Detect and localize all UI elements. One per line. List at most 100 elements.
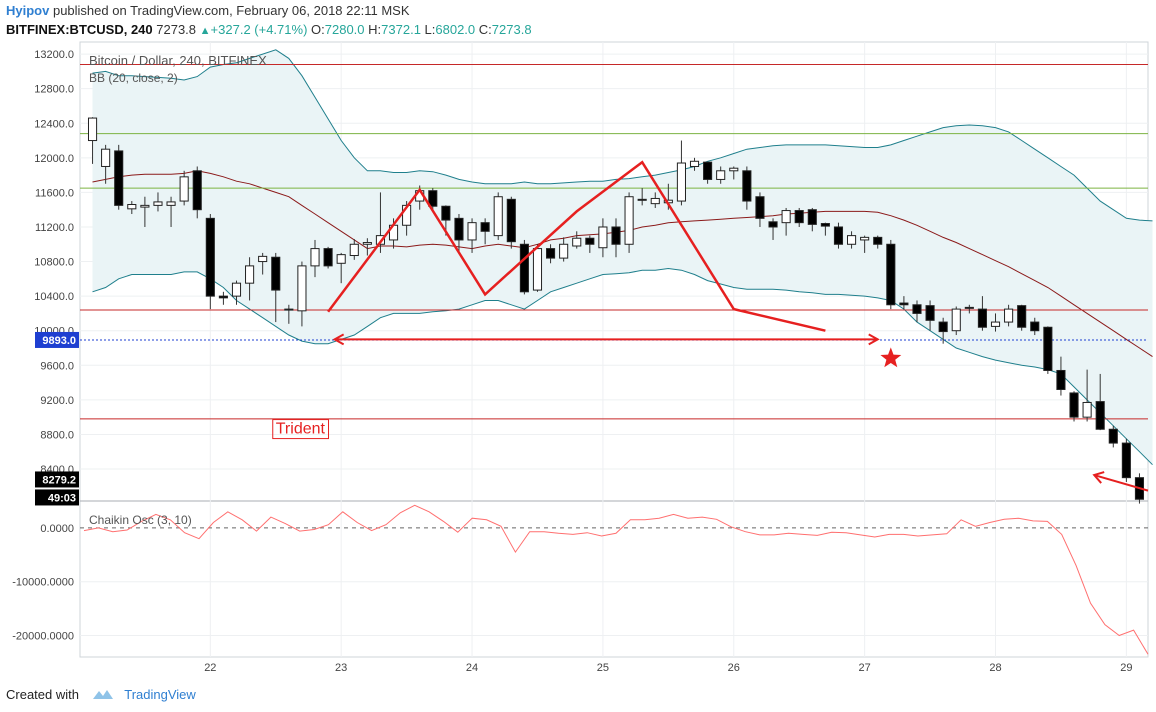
y-tick-label: 12800.0 [34, 84, 74, 96]
candle-down [925, 305, 935, 321]
candle-down [1121, 442, 1131, 479]
candle-up [846, 235, 857, 245]
open-value: 7280.0 [324, 22, 365, 37]
symbol-label: BITFINEX:BTCUSD, 240 [6, 22, 153, 37]
y-tick-label: 11200.0 [35, 222, 74, 234]
x-tick-label: 28 [989, 662, 1001, 674]
up-triangle-icon: ▲ [199, 25, 211, 37]
tradingview-cloud-icon [92, 690, 113, 699]
candle-up [1082, 401, 1092, 418]
arrow-line[interactable] [1093, 474, 1149, 492]
candle-up [375, 235, 386, 245]
candle-up [467, 222, 477, 241]
x-tick-label: 24 [466, 662, 478, 674]
chaikin-line [83, 504, 1149, 655]
candle-down [454, 217, 464, 241]
trident-pattern-line[interactable] [327, 160, 826, 332]
axes: 13200.0 12800.0 12400.0 12000.0 11600.0 11200… [12, 49, 1132, 674]
chaikin-label: Chaikin Osc (3, 10) [89, 513, 192, 527]
bb-lower-line [92, 267, 1153, 466]
trident-label-box [272, 419, 330, 440]
candle-down [1069, 392, 1079, 418]
candle-down [1030, 321, 1040, 332]
candle-down [519, 243, 529, 293]
candle-up [650, 197, 660, 205]
ohlc-header: BITFINEX:BTCUSD, 240 7273.8 ▲+327.2 (+4.… [6, 22, 532, 37]
candle-down [428, 190, 438, 207]
candle-up [1004, 308, 1014, 323]
candle-up [310, 248, 320, 267]
bb-upper-line [92, 49, 1153, 222]
candle-down [886, 243, 896, 306]
x-tick-label: 22 [204, 662, 216, 674]
candle-down [1095, 401, 1105, 430]
right-arrowhead-icon [868, 333, 880, 346]
drawings[interactable]: Trident [272, 160, 1149, 492]
countdown-tag: 49:03 [35, 489, 79, 506]
osc-tick-label: -20000.0000 [12, 630, 74, 642]
candle-down [1108, 428, 1118, 444]
candle-down [611, 226, 621, 245]
candle-up [349, 243, 359, 257]
candle-down [938, 321, 948, 333]
x-tick-label: 29 [1120, 662, 1132, 674]
last-price-tag-bg [35, 471, 79, 488]
last-price-tag-text: 8279.2 [42, 474, 76, 486]
candle-down [977, 308, 987, 328]
current-price-tag: 9893.0 [35, 331, 79, 348]
candle-up [140, 204, 150, 208]
chaikin-oscillator [80, 504, 1149, 655]
current-price-tag-text: 9893.0 [42, 335, 76, 347]
candle-down [873, 236, 883, 245]
osc-tick-label: -10000.0000 [12, 577, 74, 589]
close-label: C: [478, 22, 492, 37]
candle-up [87, 117, 98, 142]
candle-up [716, 170, 726, 180]
candle-up [284, 308, 294, 311]
candle-up [676, 162, 686, 202]
x-tick-label: 23 [335, 662, 347, 674]
x-tick-label: 27 [859, 662, 871, 674]
trident-label[interactable]: Trident [276, 421, 326, 438]
candle-down [794, 210, 804, 224]
candle-up [493, 196, 503, 237]
y-tick-label: 12400.0 [34, 118, 74, 130]
candle-down [1056, 369, 1066, 390]
countdown-tag-bg [35, 489, 79, 506]
star-icon[interactable] [880, 347, 902, 368]
candle-down [480, 222, 490, 232]
candle-up [101, 148, 111, 167]
candle-down [964, 306, 974, 309]
candle-up [258, 255, 268, 263]
y-tick-label: 10800.0 [34, 257, 74, 269]
candle-down [114, 150, 124, 206]
candle-down [271, 256, 281, 291]
low-value: 6802.0 [435, 22, 476, 37]
tradingview-link[interactable]: TradingView [124, 687, 196, 702]
candle-up [624, 196, 634, 245]
high-value: 7372.1 [381, 22, 421, 37]
candle-up [990, 321, 1001, 327]
candle-up [166, 201, 176, 206]
published-text: published on TradingView.com, February 0… [52, 3, 410, 18]
candle-up [127, 204, 137, 210]
candle-down [899, 302, 909, 306]
x-tick-label: 25 [597, 662, 609, 674]
author-link[interactable]: Hyipov [6, 3, 50, 18]
candle-down [546, 248, 556, 259]
candle-down [218, 295, 228, 299]
current-price-tag-bg [35, 331, 79, 348]
candle-down [441, 205, 451, 221]
candle-up [598, 226, 608, 249]
bollinger-bands [92, 49, 1153, 466]
candle-up [153, 201, 163, 206]
y-tick-label: 8800.0 [40, 429, 74, 441]
candle-up [559, 243, 569, 259]
candle-down [323, 248, 333, 267]
candle-up [689, 160, 700, 167]
candle-up [572, 237, 582, 247]
left-arrowhead-icon [332, 333, 345, 346]
footer: Created with TradingView [6, 687, 196, 702]
candle-up [362, 242, 372, 245]
